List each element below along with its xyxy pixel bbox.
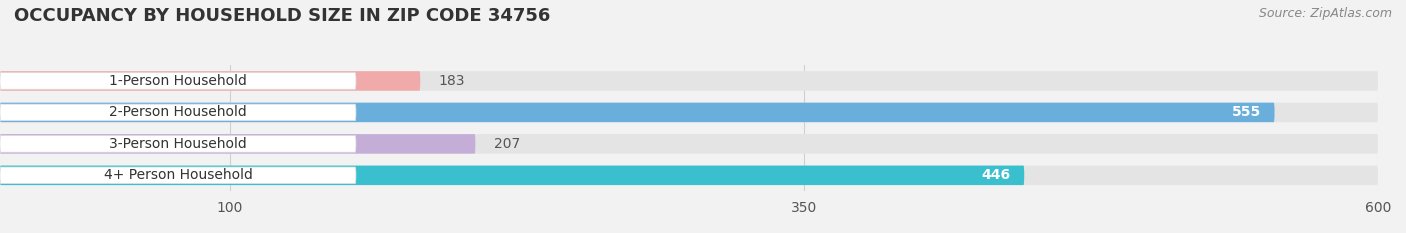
Text: Source: ZipAtlas.com: Source: ZipAtlas.com: [1258, 7, 1392, 20]
Text: 4+ Person Household: 4+ Person Household: [104, 168, 253, 182]
Text: OCCUPANCY BY HOUSEHOLD SIZE IN ZIP CODE 34756: OCCUPANCY BY HOUSEHOLD SIZE IN ZIP CODE …: [14, 7, 550, 25]
FancyBboxPatch shape: [0, 104, 356, 121]
FancyBboxPatch shape: [0, 103, 1274, 122]
Text: 2-Person Household: 2-Person Household: [110, 105, 247, 120]
Text: 1-Person Household: 1-Person Household: [110, 74, 247, 88]
FancyBboxPatch shape: [0, 136, 356, 152]
FancyBboxPatch shape: [0, 71, 420, 91]
FancyBboxPatch shape: [0, 103, 1378, 122]
Text: 446: 446: [981, 168, 1011, 182]
Text: 3-Person Household: 3-Person Household: [110, 137, 247, 151]
Text: 555: 555: [1232, 105, 1261, 120]
FancyBboxPatch shape: [0, 166, 1378, 185]
Text: 207: 207: [494, 137, 520, 151]
Text: 183: 183: [439, 74, 465, 88]
FancyBboxPatch shape: [0, 73, 356, 89]
FancyBboxPatch shape: [0, 134, 475, 154]
FancyBboxPatch shape: [0, 166, 1024, 185]
FancyBboxPatch shape: [0, 167, 356, 184]
FancyBboxPatch shape: [0, 71, 1378, 91]
FancyBboxPatch shape: [0, 134, 1378, 154]
